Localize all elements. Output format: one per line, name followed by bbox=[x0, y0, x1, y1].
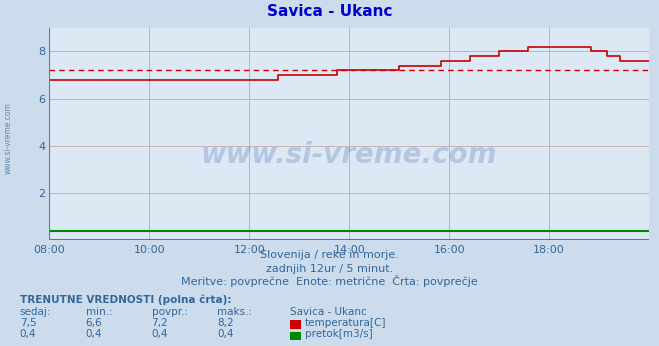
Text: 7,2: 7,2 bbox=[152, 318, 168, 328]
Text: 0,4: 0,4 bbox=[20, 329, 36, 339]
Text: www.si-vreme.com: www.si-vreme.com bbox=[3, 102, 13, 174]
Text: sedaj:: sedaj: bbox=[20, 307, 51, 317]
Text: 0,4: 0,4 bbox=[86, 329, 102, 339]
Text: 0,4: 0,4 bbox=[217, 329, 234, 339]
Text: www.si-vreme.com: www.si-vreme.com bbox=[201, 142, 498, 169]
Text: TRENUTNE VREDNOSTI (polna črta):: TRENUTNE VREDNOSTI (polna črta): bbox=[20, 294, 231, 305]
Text: Savica - Ukanc: Savica - Ukanc bbox=[267, 3, 392, 19]
Text: maks.:: maks.: bbox=[217, 307, 252, 317]
Text: Meritve: povprečne  Enote: metrične  Črta: povprečje: Meritve: povprečne Enote: metrične Črta:… bbox=[181, 275, 478, 288]
Text: min.:: min.: bbox=[86, 307, 113, 317]
Text: povpr.:: povpr.: bbox=[152, 307, 188, 317]
Text: 7,5: 7,5 bbox=[20, 318, 36, 328]
Text: 6,6: 6,6 bbox=[86, 318, 102, 328]
Text: Slovenija / reke in morje.: Slovenija / reke in morje. bbox=[260, 250, 399, 260]
Text: zadnjih 12ur / 5 minut.: zadnjih 12ur / 5 minut. bbox=[266, 264, 393, 274]
Text: pretok[m3/s]: pretok[m3/s] bbox=[305, 329, 373, 339]
Text: Savica - Ukanc: Savica - Ukanc bbox=[290, 307, 366, 317]
Text: temperatura[C]: temperatura[C] bbox=[305, 318, 387, 328]
Text: 0,4: 0,4 bbox=[152, 329, 168, 339]
Text: 8,2: 8,2 bbox=[217, 318, 234, 328]
